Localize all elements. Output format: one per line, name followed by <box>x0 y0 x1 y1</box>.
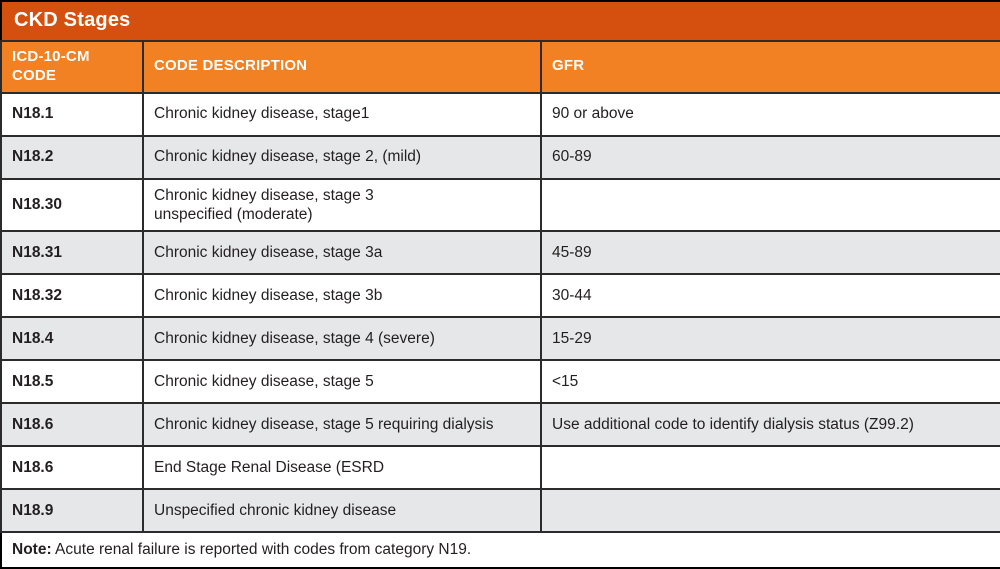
cell-gfr: 90 or above <box>539 91 1000 137</box>
note-label: Note: <box>12 541 52 559</box>
cell-description: Chronic kidney disease, stage 4 (severe) <box>142 316 542 362</box>
table-header-row: ICD-10-CM CODE CODE DESCRIPTION GFR <box>0 40 1000 94</box>
cell-code: N18.30 <box>0 177 144 233</box>
cell-description: Chronic kidney disease, stage 3a <box>142 230 542 276</box>
cell-code: N18.5 <box>0 359 144 405</box>
cell-description: Chronic kidney disease, stage 3b <box>142 273 542 319</box>
cell-code: N18.2 <box>0 134 144 180</box>
table-title-row: CKD Stages <box>1 1 1000 42</box>
cell-gfr: <15 <box>539 359 1000 405</box>
cell-gfr <box>539 177 1000 233</box>
column-header-code-description: CODE DESCRIPTION <box>142 40 542 94</box>
cell-code: N18.6 <box>0 445 144 491</box>
cell-gfr: 15-29 <box>539 316 1000 362</box>
note-cell: Note: Acute renal failure is reported wi… <box>1 531 1000 569</box>
cell-code: N18.31 <box>0 230 144 276</box>
cell-description: Chronic kidney disease, stage 3 unspecif… <box>142 177 542 233</box>
cell-gfr: 60-89 <box>539 134 1000 180</box>
table-row: N18.4 Chronic kidney disease, stage 4 (se… <box>0 316 1000 362</box>
cell-gfr: 30-44 <box>539 273 1000 319</box>
table-title: CKD Stages <box>1 1 1000 42</box>
cell-gfr: 45-89 <box>539 230 1000 276</box>
cell-description: Chronic kidney disease, stage 2, (mild) <box>142 134 542 180</box>
table-row: N18.2 Chronic kidney disease, stage 2, (m… <box>0 134 1000 180</box>
note-row: Note: Acute renal failure is reported wi… <box>1 531 1000 569</box>
column-header-gfr: GFR <box>539 40 1000 94</box>
cell-description: End Stage Renal Disease (ESRD <box>142 445 542 491</box>
cell-code: N18.6 <box>0 402 144 448</box>
table-row: N18.31 Chronic kidney disease, stage 3a 45… <box>0 230 1000 276</box>
cell-gfr <box>539 488 1000 534</box>
cell-gfr: Use additional code to identify dialysis… <box>539 402 1000 448</box>
note-text: Acute renal failure is reported with cod… <box>51 541 472 559</box>
table-row: N18.6 End Stage Renal Disease (ESRD <box>0 445 1000 491</box>
cell-code: N18.4 <box>0 316 144 362</box>
table-row: N18.6 Chronic kidney disease, stage 5 req… <box>0 402 1000 448</box>
cell-code: N18.1 <box>0 91 144 137</box>
cell-description: Chronic kidney disease, stage1 <box>142 91 542 137</box>
cell-description: Unspecified chronic kidney disease <box>142 488 542 534</box>
cell-code: N18.32 <box>0 273 144 319</box>
table-row: N18.1 Chronic kidney disease, stage1 90 or… <box>0 91 1000 137</box>
table-row: N18.32 Chronic kidney disease, stage 3b 30… <box>0 273 1000 319</box>
column-header-icd-code: ICD-10-CM CODE <box>0 40 144 94</box>
cell-description: Chronic kidney disease, stage 5 requirin… <box>142 402 542 448</box>
table-body: N18.1 Chronic kidney disease, stage1 90 or… <box>0 91 1000 534</box>
table-row: N18.5 Chronic kidney disease, stage 5 <15 <box>0 359 1000 405</box>
cell-gfr <box>539 445 1000 491</box>
table-row: N18.30 Chronic kidney disease, stage 3 un… <box>0 177 1000 233</box>
cell-description: Chronic kidney disease, stage 5 <box>142 359 542 405</box>
table-row: N18.9 Unspecified chronic kidney disease <box>0 488 1000 534</box>
cell-code: N18.9 <box>0 488 144 534</box>
